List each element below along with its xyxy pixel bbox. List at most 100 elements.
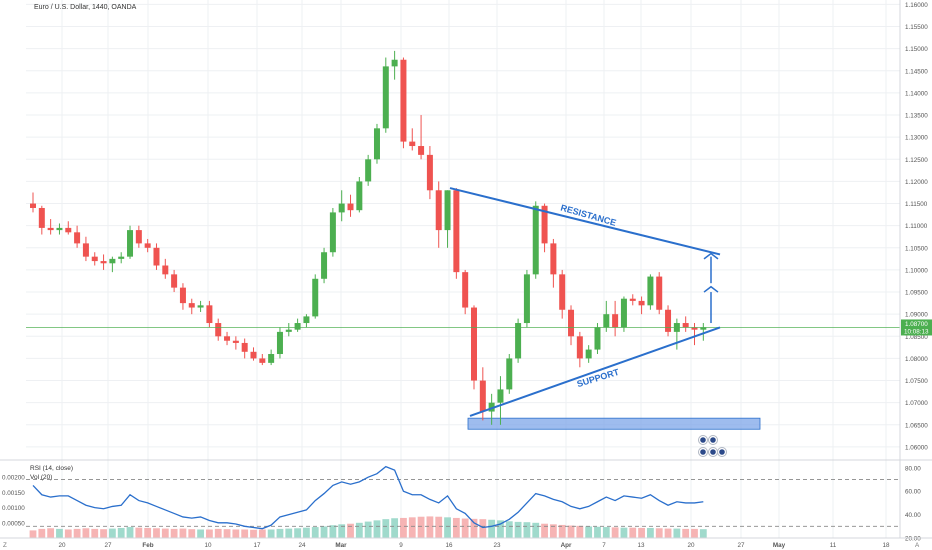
time-tick-label: May — [773, 542, 786, 549]
candle — [303, 314, 310, 328]
volume-bar — [682, 528, 690, 538]
candle — [38, 205, 45, 235]
candle — [559, 269, 566, 319]
rsi-tick-label: 40.00 — [905, 512, 921, 519]
time-tick-label: 11 — [830, 542, 837, 549]
volume-bar — [338, 524, 346, 538]
volume-bar — [638, 527, 645, 538]
candle — [656, 272, 663, 315]
candle-body — [215, 323, 222, 337]
candle-body — [691, 327, 698, 330]
candle-body — [629, 298, 636, 301]
candle-body — [259, 358, 266, 363]
event-flag-icon — [719, 449, 725, 455]
candle-body — [241, 342, 248, 352]
time-tick-label: Mar — [335, 542, 347, 549]
volume-bar — [29, 530, 37, 538]
candle-body — [471, 307, 477, 381]
time-tick-label: 24 — [298, 542, 306, 549]
last-price-tag — [901, 319, 932, 336]
candle — [682, 316, 689, 332]
candle — [594, 323, 601, 355]
price-tick-label: 1.11500 — [905, 201, 928, 208]
candle-body — [400, 59, 407, 142]
candle-body — [603, 314, 610, 328]
vol-tick-label: 0.00150 — [2, 490, 25, 497]
rsi-label[interactable]: RSI (14, close) — [30, 465, 73, 472]
candle-body — [56, 227, 63, 231]
volume-bar — [161, 528, 169, 538]
volume-bar — [56, 528, 63, 538]
price-tick-label: 1.15000 — [905, 46, 928, 53]
volume-bar — [47, 528, 55, 538]
volume-bar — [664, 528, 672, 538]
price-tick-label: 1.07000 — [905, 400, 928, 407]
volume-bar — [699, 529, 707, 538]
candle-body — [550, 243, 557, 275]
rsi-tick-label: 60.00 — [905, 489, 921, 496]
candle — [603, 300, 610, 332]
event-flag-icon — [710, 437, 716, 443]
candle — [179, 283, 186, 310]
candle-body — [418, 146, 425, 155]
candle — [629, 294, 636, 306]
volume-bar — [452, 517, 460, 538]
volume-bar — [267, 529, 275, 538]
volume-bar — [73, 528, 81, 538]
candle — [418, 115, 425, 160]
candle — [285, 323, 292, 337]
candle-body — [303, 316, 310, 324]
time-tick-label: 27 — [737, 542, 745, 549]
volume-bar — [197, 529, 204, 538]
candle-body — [523, 274, 530, 324]
candle — [259, 354, 266, 366]
price-tick-label: 1.07500 — [905, 378, 928, 385]
volume-bar — [188, 529, 196, 538]
price-tick-label: 1.15500 — [905, 24, 928, 31]
volume-bar — [91, 528, 99, 538]
candle-body — [462, 272, 469, 308]
candle — [462, 269, 469, 315]
price-tick-label: 1.13500 — [905, 113, 928, 120]
candle-body — [612, 314, 619, 328]
volume-bar — [673, 528, 681, 538]
volume-bar — [532, 522, 540, 538]
candle-body — [206, 305, 213, 324]
volume-bar — [444, 517, 451, 538]
volume-bar — [567, 525, 575, 538]
candle-body — [197, 305, 204, 308]
price-tick-label: 1.11000 — [905, 223, 928, 230]
volume-bar — [64, 529, 72, 538]
candle-body — [647, 276, 654, 306]
candle — [241, 338, 248, 359]
volume-bar — [108, 528, 116, 538]
candle — [338, 190, 345, 222]
volume-bar — [558, 524, 566, 538]
volume-bar — [329, 525, 337, 538]
price-tick-label: 1.12500 — [905, 157, 928, 164]
volume-bar — [223, 529, 231, 538]
time-tick-label: 17 — [253, 542, 261, 549]
support-zone-group — [467, 417, 761, 430]
volume-bar — [311, 527, 319, 538]
candle — [30, 192, 36, 213]
price-tick-label: 1.16000 — [905, 2, 928, 9]
vol-tick-label: 0.00100 — [2, 505, 25, 512]
volume-bar — [576, 525, 584, 538]
candle — [197, 300, 204, 312]
volume-bar — [488, 519, 496, 538]
candle-body — [444, 190, 451, 231]
candle-body — [224, 336, 231, 341]
candle-body — [585, 349, 592, 359]
candle-body — [426, 154, 433, 191]
candle-body — [576, 336, 583, 359]
vol-label[interactable]: Vol (20) — [30, 474, 53, 481]
candle — [612, 300, 619, 337]
candle-body — [638, 300, 645, 306]
candle-body — [665, 309, 672, 332]
volume-bar — [497, 520, 504, 538]
last-price-value: 1.08700 — [905, 321, 928, 328]
resistance-line — [449, 187, 721, 256]
candle-body — [100, 261, 107, 264]
